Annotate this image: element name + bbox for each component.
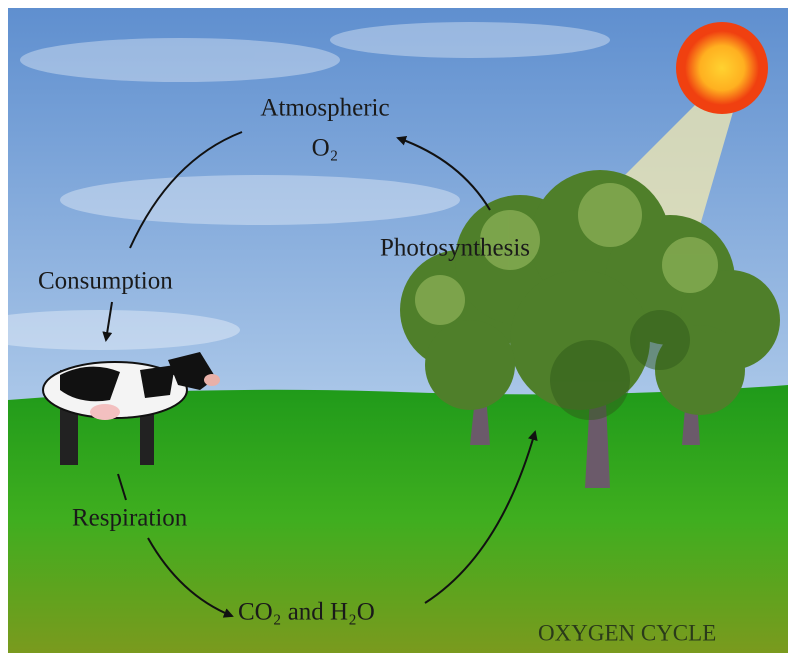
node-label: CO₂ and H₂O	[238, 599, 375, 626]
process-label: Respiration	[72, 505, 188, 532]
process-label: Photosynthesis	[380, 235, 530, 262]
process-label: Consumption	[38, 268, 173, 295]
node-label: Atmospheric	[260, 95, 389, 122]
oxygen-cycle-diagram: Atmospheric O₂ Consumption Photosynthesi…	[0, 0, 796, 657]
sun	[685, 31, 759, 105]
diagram-title: OXYGEN CYCLE	[538, 620, 716, 645]
node-label: O₂	[312, 135, 339, 162]
